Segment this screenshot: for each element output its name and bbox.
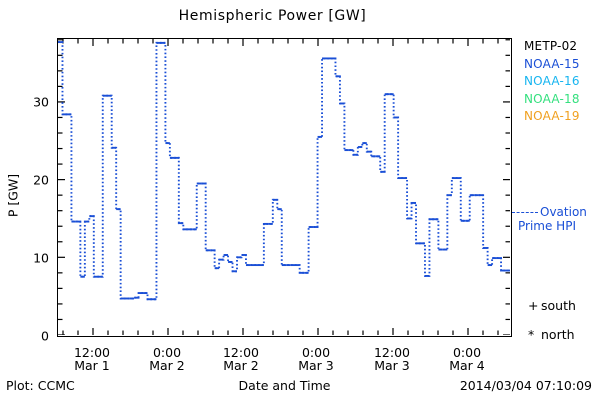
y-tick-label: 30 bbox=[33, 94, 49, 110]
y-tick-label: 20 bbox=[33, 172, 49, 188]
legend-marker-north: * north bbox=[528, 327, 575, 342]
asterisk-icon: * bbox=[528, 327, 535, 342]
x-tick-label: 0:00 Mar 4 bbox=[449, 346, 485, 372]
x-tick-date: Mar 4 bbox=[449, 358, 485, 373]
x-tick-date: Mar 3 bbox=[298, 358, 334, 373]
legend-north-label: north bbox=[541, 327, 575, 342]
x-tick-time: 0:00 bbox=[301, 345, 331, 360]
x-tick-date: Mar 3 bbox=[374, 358, 410, 373]
timestamp: 2014/03/04 07:10:09 bbox=[459, 378, 592, 393]
page-title: Hemispheric Power [GW] bbox=[178, 8, 367, 24]
plus-icon: + bbox=[528, 298, 539, 313]
legend-south-label: south bbox=[541, 298, 576, 313]
x-tick-time: 0:00 bbox=[452, 345, 482, 360]
series-line bbox=[58, 41, 510, 301]
x-tick-date: Mar 2 bbox=[223, 358, 259, 373]
x-tick-label: 12:00 Mar 3 bbox=[374, 346, 410, 372]
plot-credit: Plot: CCMC bbox=[6, 378, 75, 393]
legend-item-noaa-18[interactable]: NOAA-18 bbox=[524, 91, 580, 106]
x-axis-label: Date and Time bbox=[238, 378, 331, 393]
x-tick-date: Mar 1 bbox=[74, 358, 110, 373]
x-tick-label: 12:00 Mar 2 bbox=[223, 346, 259, 372]
series-lines bbox=[58, 41, 510, 301]
y-axis-tick-labels: 0 10 20 30 bbox=[0, 0, 49, 400]
x-tick-time: 12:00 bbox=[373, 345, 411, 360]
plot-area bbox=[57, 38, 512, 337]
y-axis-minor-ticks bbox=[58, 39, 510, 335]
x-tick-date: Mar 2 bbox=[149, 358, 185, 373]
x-tick-label: 12:00 Mar 1 bbox=[74, 346, 110, 372]
dashed-line-icon bbox=[512, 212, 538, 213]
legend-item-noaa-19[interactable]: NOAA-19 bbox=[524, 109, 580, 123]
legend-ovation-prime: Ovation Prime HPI bbox=[512, 205, 600, 233]
legend-satellites: METP-02 NOAA-15 NOAA-16 NOAA-18 NOAA-19 bbox=[524, 38, 600, 126]
x-tick-label: 0:00 Mar 3 bbox=[298, 346, 334, 372]
legend-ovation-label-2: Prime HPI bbox=[518, 218, 576, 233]
legend-item-noaa-15[interactable]: NOAA-15 bbox=[524, 56, 580, 71]
y-tick-label: 0 bbox=[41, 328, 49, 343]
x-tick-time: 0:00 bbox=[152, 345, 182, 360]
legend-item-metp-02[interactable]: METP-02 bbox=[524, 39, 578, 53]
y-tick-label: 10 bbox=[33, 250, 49, 266]
legend-item-noaa-16[interactable]: NOAA-16 bbox=[524, 74, 580, 88]
legend-marker-south: + south bbox=[528, 298, 576, 313]
x-axis-minor-ticks bbox=[62, 39, 499, 335]
x-tick-time: 12:00 bbox=[222, 345, 260, 360]
legend-ovation-label-1: Ovation bbox=[540, 205, 587, 219]
x-axis-tick-labels: 12:00 Mar 1 0:00 Mar 2 12:00 Mar 2 0:00 Mar 3 12… bbox=[0, 346, 600, 380]
data-plot-svg bbox=[58, 39, 510, 335]
x-tick-label: 0:00 Mar 2 bbox=[149, 346, 185, 372]
x-tick-time: 12:00 bbox=[73, 345, 111, 360]
